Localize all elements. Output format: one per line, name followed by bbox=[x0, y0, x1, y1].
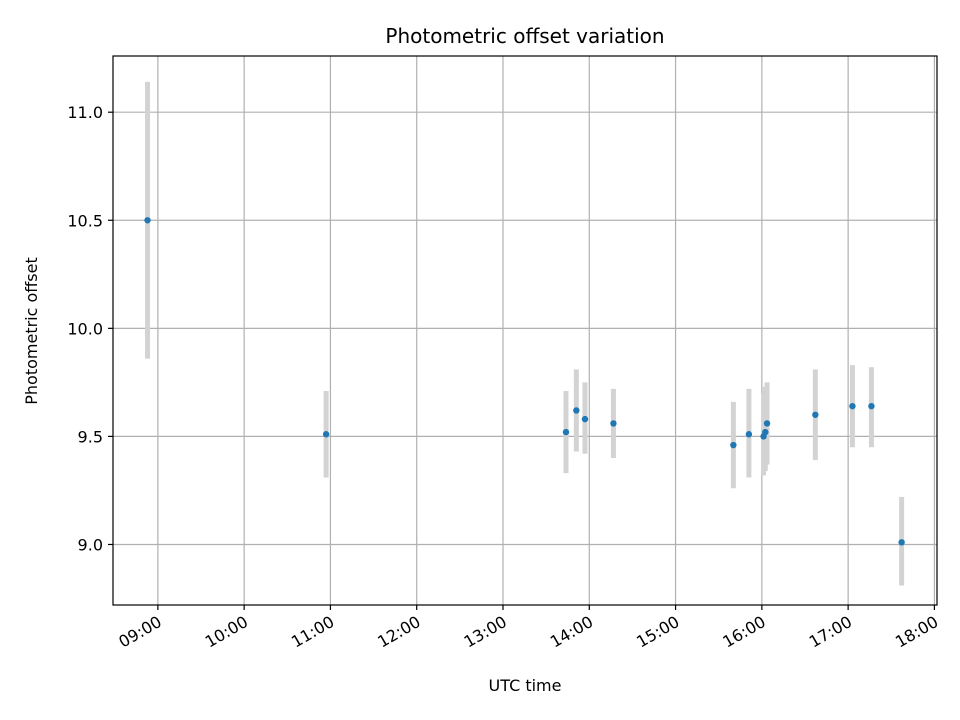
data-point bbox=[868, 402, 875, 410]
y-axis-title: Photometric offset bbox=[22, 257, 41, 405]
y-tick-label: 9.0 bbox=[78, 535, 103, 554]
data-point bbox=[898, 539, 905, 546]
data-point bbox=[581, 415, 589, 423]
data-point bbox=[144, 217, 151, 224]
data-point bbox=[762, 428, 769, 436]
data-point bbox=[573, 407, 580, 414]
data-point bbox=[745, 431, 753, 438]
data-points bbox=[144, 217, 905, 546]
x-axis-title: UTC time bbox=[489, 676, 562, 695]
chart-title: Photometric offset variation bbox=[385, 24, 664, 48]
y-axis-ticks: 9.0 9.5 10.0 10.5 11.0 bbox=[67, 103, 113, 554]
y-tick-label: 9.5 bbox=[78, 427, 103, 446]
data-point bbox=[730, 441, 737, 449]
data-point bbox=[763, 420, 771, 427]
data-point bbox=[812, 411, 819, 418]
plot-frame bbox=[112, 55, 938, 606]
data-point bbox=[849, 402, 856, 410]
grid-lines bbox=[113, 56, 937, 605]
y-tick-label: 11.0 bbox=[67, 103, 103, 122]
data-point bbox=[610, 420, 617, 427]
y-tick-label: 10.0 bbox=[67, 319, 103, 338]
data-point bbox=[562, 428, 570, 436]
data-point bbox=[322, 431, 330, 438]
y-tick-label: 10.5 bbox=[67, 211, 103, 230]
